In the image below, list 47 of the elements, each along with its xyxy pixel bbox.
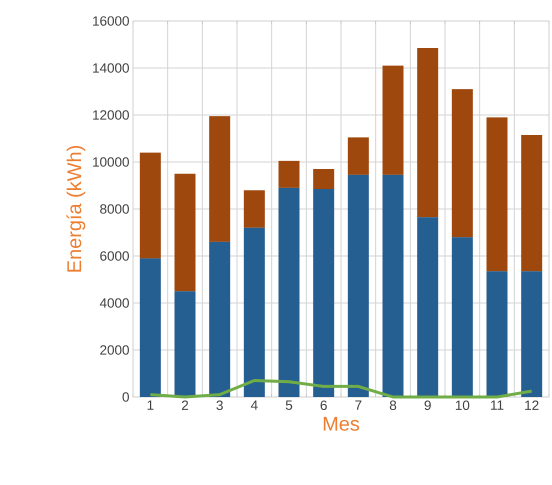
- y-tick-label: 2000: [100, 345, 129, 355]
- bar: [521, 271, 542, 397]
- x-tick-label: 10: [456, 400, 470, 410]
- bar: [417, 48, 438, 218]
- x-tick-label: 4: [250, 400, 258, 410]
- x-tick-label: 1: [148, 400, 154, 410]
- x-tick-label: 12: [525, 400, 538, 410]
- x-tick-label: 2: [182, 400, 188, 410]
- bar: [452, 237, 473, 397]
- bar: [140, 152, 161, 258]
- bar: [140, 258, 161, 397]
- bar: [174, 291, 196, 397]
- y-tick-label: 14000: [93, 63, 129, 73]
- bar: [244, 190, 265, 228]
- bar: [486, 271, 508, 397]
- x-tick-label: 5: [286, 400, 292, 410]
- bar: [209, 116, 230, 242]
- x-tick-label: 6: [320, 400, 327, 410]
- bar: [174, 174, 196, 292]
- bar: [382, 174, 404, 397]
- x-tick-label: 8: [390, 400, 396, 410]
- bar: [452, 89, 473, 238]
- y-tick-label: 4000: [100, 298, 129, 308]
- y-tick-label: 10000: [93, 157, 129, 167]
- x-tick-label: 11: [491, 400, 504, 410]
- bar: [278, 188, 300, 397]
- x-tick-label: 7: [355, 400, 362, 410]
- bar: [348, 137, 369, 175]
- y-tick-label: 16000: [93, 16, 129, 26]
- x-tick-label: 3: [216, 400, 223, 410]
- y-axis-title: Energía (kWh): [66, 146, 86, 272]
- y-tick-label: 8000: [100, 204, 129, 214]
- bar: [278, 160, 300, 188]
- bar: [417, 217, 438, 397]
- bar: [209, 242, 230, 397]
- bar: [486, 117, 508, 272]
- bar: [313, 189, 334, 397]
- bar: [313, 169, 334, 190]
- bar: [244, 228, 265, 397]
- y-tick-label: 12000: [93, 110, 129, 120]
- y-tick-label: 0: [122, 392, 129, 402]
- y-tick-label: 6000: [100, 251, 129, 261]
- bar: [348, 174, 369, 397]
- x-axis-title: Mes: [324, 416, 360, 431]
- bar: [521, 134, 542, 272]
- x-tick-label: 9: [424, 400, 431, 410]
- bar: [382, 66, 404, 175]
